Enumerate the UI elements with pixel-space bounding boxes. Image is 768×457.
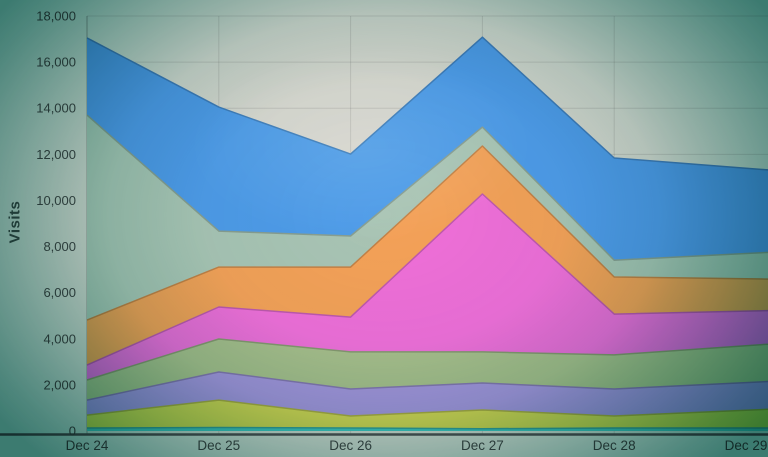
y-tick-label: 2,000 <box>43 377 76 392</box>
y-tick-label: 16,000 <box>36 55 76 70</box>
y-tick-label: 8,000 <box>43 239 76 254</box>
x-tick-label: Dec 27 <box>461 438 504 453</box>
x-tick-label: Dec 25 <box>197 438 240 453</box>
y-tick-label: 18,000 <box>36 9 76 24</box>
y-tick-label: 6,000 <box>43 285 76 300</box>
y-tick-label: 0 <box>69 424 76 439</box>
y-tick-label: 4,000 <box>43 331 76 346</box>
x-tick-label: Dec 24 <box>66 438 109 453</box>
y-tick-label: 14,000 <box>36 101 76 116</box>
x-tick-label: Dec 29 <box>725 438 768 453</box>
y-axis-title: Visits <box>6 200 24 244</box>
y-tick-label: 12,000 <box>36 147 76 162</box>
y-tick-label: 10,000 <box>36 193 76 208</box>
x-tick-label: Dec 28 <box>593 438 636 453</box>
x-tick-label: Dec 26 <box>329 438 372 453</box>
